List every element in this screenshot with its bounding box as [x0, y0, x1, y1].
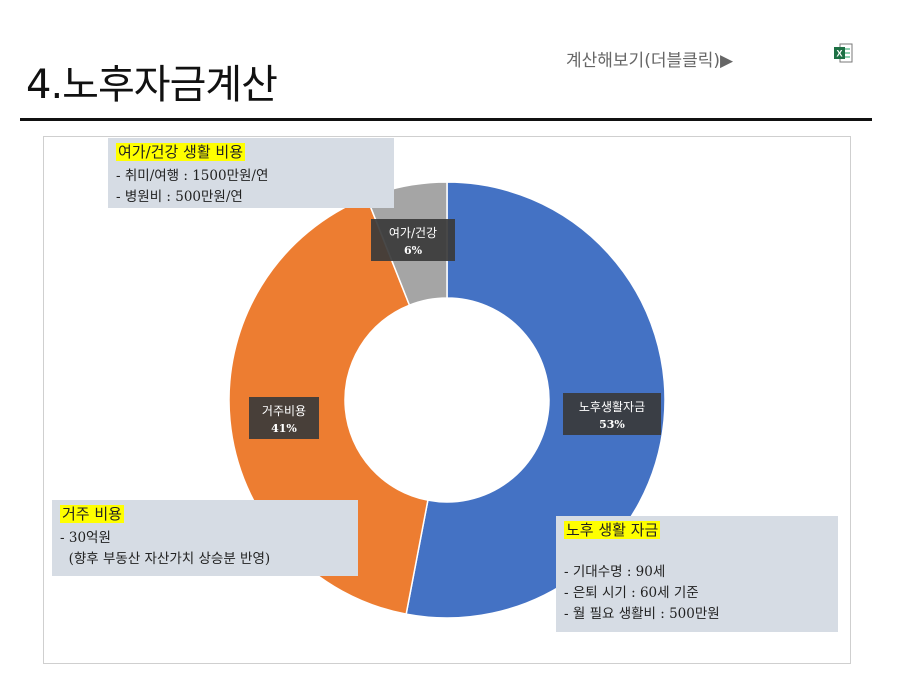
data-label-value: 53%: [599, 418, 625, 431]
excel-icon[interactable]: X: [832, 42, 854, 64]
callout-leisure: 여가/건강 생활 비용 - 취미/여행 : 1500만원/연 - 병원비 : 5…: [108, 138, 394, 208]
data-label-box: [249, 397, 319, 439]
callout-retirement-line: - 은퇴 시기 : 60세 기준: [564, 585, 699, 601]
title-underline: [20, 118, 872, 121]
data-label: 거주비용 41%: [249, 397, 319, 439]
data-label-box: [371, 219, 455, 261]
data-label-value: 6%: [404, 244, 423, 257]
callout-leisure-line: - 병원비 : 500만원/연: [116, 189, 243, 205]
callout-leisure-line: - 취미/여행 : 1500만원/연: [116, 168, 269, 184]
data-label-category: 여가/건강: [389, 226, 437, 240]
data-label-value: 41%: [271, 422, 297, 435]
callout-retirement-line: - 월 필요 생활비 : 500만원: [564, 606, 720, 622]
callout-retirement: 노후 생활 자금 - 기대수명 : 90세 - 은퇴 시기 : 60세 기준 -…: [556, 516, 838, 632]
callout-housing-line: (향후 부동산 자산가치 상승분 반영): [60, 551, 271, 567]
callout-retirement-line: - 기대수명 : 90세: [564, 564, 666, 580]
calculate-link[interactable]: 계산해보기(더블클릭)▶: [566, 51, 734, 71]
callout-leisure-heading: 여가/건강 생활 비용: [116, 143, 245, 161]
callout-housing-line: - 30억원: [60, 530, 111, 546]
donut-slice: [405, 181, 666, 619]
chart-frame: [43, 136, 851, 664]
data-label: 여가/건강 6%: [371, 219, 455, 261]
callout-housing: 거주 비용 - 30억원 (향후 부동산 자산가치 상승분 반영): [52, 500, 358, 576]
page-title: 4.노후자금계산: [26, 62, 278, 108]
callout-retirement-heading: 노후 생활 자금: [564, 521, 661, 539]
data-label-category: 거주비용: [262, 404, 306, 418]
data-label: 노후생활자금 53%: [563, 393, 661, 435]
data-label-category: 노후생활자금: [579, 400, 645, 414]
callout-housing-heading: 거주 비용: [60, 505, 124, 523]
data-label-box: [563, 393, 661, 435]
svg-text:X: X: [836, 49, 842, 59]
